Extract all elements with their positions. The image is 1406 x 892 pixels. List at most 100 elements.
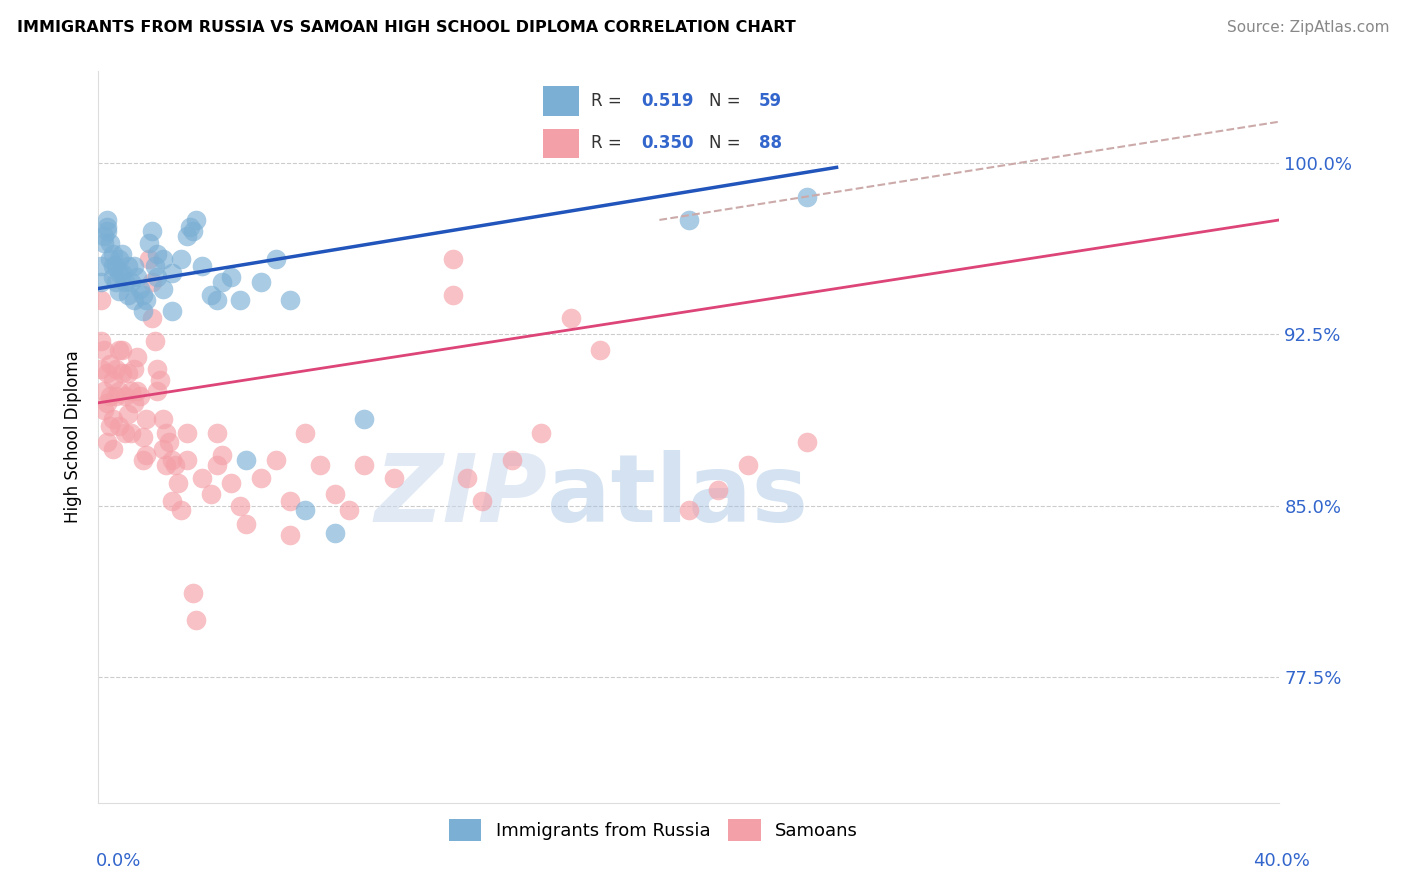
Point [105, 361, 128, 376]
Point [146, 384, 169, 399]
Point [176, 425, 198, 440]
Point [93, 384, 115, 399]
Point [323, 487, 346, 501]
Text: atlas: atlas [547, 450, 808, 541]
Point [152, 252, 174, 266]
Point [165, 458, 187, 472]
Point [280, 293, 302, 307]
Point [309, 458, 332, 472]
Point [122, 259, 145, 273]
Point [796, 434, 818, 449]
Point [108, 418, 131, 433]
Point [162, 304, 183, 318]
Point [111, 343, 134, 358]
Text: 59: 59 [759, 92, 782, 110]
Point [155, 458, 177, 472]
Point [111, 366, 134, 380]
Point [353, 458, 375, 472]
Text: 0.350: 0.350 [641, 135, 693, 153]
Point [93, 228, 115, 243]
Point [280, 494, 302, 508]
Point [125, 350, 148, 364]
Text: Source: ZipAtlas.com: Source: ZipAtlas.com [1226, 20, 1389, 35]
Point [135, 293, 157, 307]
Text: 40.0%: 40.0% [1254, 852, 1310, 870]
Point [235, 516, 257, 531]
Y-axis label: High School Diploma: High School Diploma [65, 351, 83, 524]
Point [105, 389, 128, 403]
Point [441, 252, 464, 266]
Point [162, 494, 183, 508]
Point [229, 499, 252, 513]
Point [117, 366, 139, 380]
Point [132, 430, 155, 444]
Point [105, 259, 128, 273]
Point [200, 487, 222, 501]
Point [128, 281, 150, 295]
Point [441, 288, 464, 302]
Point [181, 585, 204, 599]
Point [162, 265, 183, 279]
Point [96, 219, 118, 234]
Point [167, 475, 190, 490]
Point [138, 252, 160, 266]
Point [211, 275, 233, 289]
Point [90, 361, 112, 376]
Point [205, 425, 228, 440]
Point [96, 366, 118, 380]
Point [132, 288, 155, 302]
Point [98, 389, 121, 403]
Point [98, 418, 121, 433]
Point [264, 453, 287, 467]
Point [457, 471, 479, 485]
Point [796, 190, 818, 204]
Point [149, 373, 172, 387]
Point [125, 384, 148, 399]
Point [103, 270, 125, 285]
Point [111, 247, 134, 261]
Bar [543, 87, 579, 116]
Point [122, 361, 145, 376]
Point [103, 442, 125, 456]
Point [678, 503, 700, 517]
Point [184, 613, 207, 627]
Point [170, 252, 193, 266]
Point [152, 411, 174, 425]
Point [353, 411, 375, 425]
Point [103, 411, 125, 425]
Point [250, 275, 273, 289]
Point [205, 293, 228, 307]
Point [143, 259, 166, 273]
Point [221, 475, 243, 490]
Point [280, 528, 302, 542]
Text: 88: 88 [759, 135, 782, 153]
Point [211, 448, 233, 462]
Point [103, 259, 125, 273]
Point [382, 471, 405, 485]
Text: 0.519: 0.519 [641, 92, 693, 110]
Point [117, 288, 139, 302]
Point [93, 343, 115, 358]
Point [737, 458, 759, 472]
Point [120, 275, 142, 289]
Point [103, 247, 125, 261]
Point [96, 434, 118, 449]
Point [162, 453, 183, 467]
Text: R =: R = [591, 135, 627, 153]
Point [114, 425, 136, 440]
Point [294, 503, 316, 517]
Point [108, 252, 131, 266]
Point [108, 284, 131, 298]
Point [323, 526, 346, 541]
Text: N =: N = [709, 92, 745, 110]
Point [176, 228, 198, 243]
Point [155, 425, 177, 440]
Bar [543, 128, 579, 158]
Point [221, 270, 243, 285]
Point [146, 361, 169, 376]
Point [120, 384, 142, 399]
Point [114, 389, 136, 403]
Point [157, 434, 180, 449]
Point [191, 259, 214, 273]
Point [141, 311, 163, 326]
